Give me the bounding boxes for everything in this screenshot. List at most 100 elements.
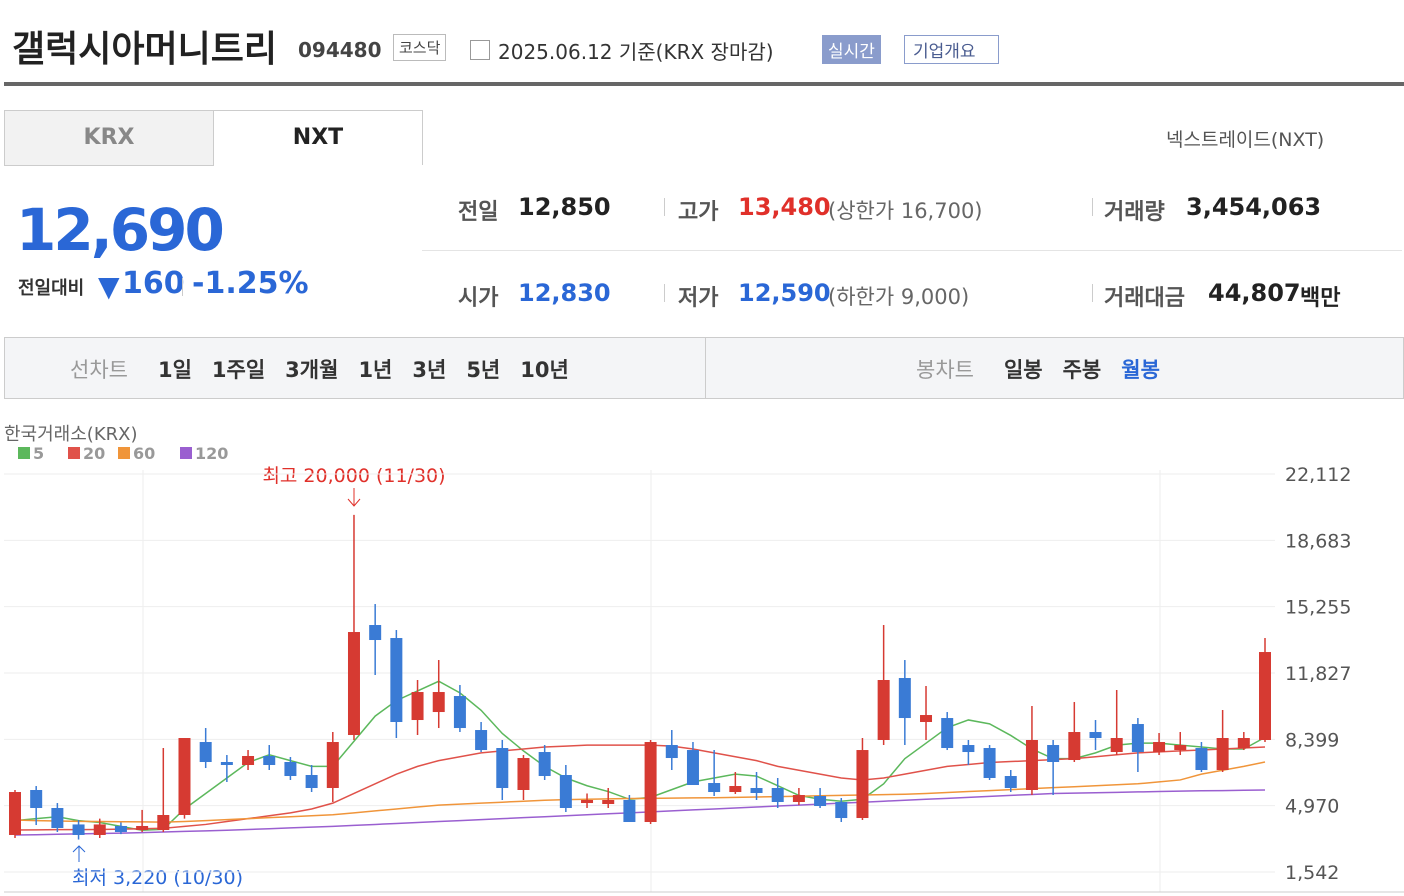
candle-body <box>136 825 149 831</box>
candle-body <box>51 807 64 829</box>
candle-body <box>771 788 784 802</box>
candle-body <box>835 801 848 819</box>
tab-krx[interactable]: KRX <box>4 110 214 166</box>
prev-label: 전일 <box>458 200 499 225</box>
title: 갤럭시아머니트리 <box>12 29 277 70</box>
change: 160 <box>122 266 185 301</box>
candle-option[interactable]: 주봉 <box>1062 358 1102 382</box>
period-option[interactable]: 1일 <box>157 358 192 382</box>
market: 코스닥 <box>393 34 447 61</box>
candle-body <box>517 758 530 791</box>
candle-body <box>242 756 255 766</box>
candle-body <box>1089 732 1102 739</box>
candle-body <box>30 790 43 808</box>
candle-body <box>475 730 488 751</box>
annotation-low: 최저 3,220 (10/30) <box>72 867 243 889</box>
ma-line <box>14 789 1266 836</box>
candle-body <box>1237 738 1250 749</box>
header-rule <box>4 82 1404 86</box>
candle-body <box>1047 745 1060 763</box>
company-button[interactable]: 기업개요 <box>904 35 999 64</box>
code: 094480 <box>298 38 382 62</box>
candle-body <box>559 775 572 808</box>
candle-body <box>814 795 827 807</box>
candle-body <box>623 800 636 823</box>
low-arrow <box>72 845 86 862</box>
candle-body <box>347 632 360 736</box>
candle-body <box>962 745 975 753</box>
down-arrow: ▼ <box>98 270 120 303</box>
date: 2025.06.12 기준(KRX 장마감) <box>498 40 774 64</box>
candle-body <box>1025 740 1038 791</box>
candle-body <box>1004 776 1017 789</box>
legend-swatch <box>18 447 30 459</box>
candle-body <box>898 678 911 719</box>
period-option[interactable]: 3년 <box>412 358 447 382</box>
period-option[interactable]: 3개월 <box>285 358 339 382</box>
source: 한국거래소(KRX) <box>4 424 138 445</box>
period-option[interactable]: 10년 <box>520 358 569 382</box>
candle-body <box>856 750 869 819</box>
y-tick-label: 22,112 <box>1285 464 1351 486</box>
high-label: 고가 <box>678 200 719 225</box>
period-option[interactable]: 5년 <box>466 358 501 382</box>
candle-body <box>686 750 699 786</box>
amount-label: 거래대금 <box>1104 286 1185 311</box>
change-label: 전일대비 <box>18 278 85 299</box>
candle-body <box>983 748 996 779</box>
upper-limit: (상한가 16,700) <box>828 199 983 223</box>
candle-body <box>390 638 403 723</box>
line-label: 선차트 <box>70 358 128 382</box>
y-tick-label: 4,970 <box>1285 796 1339 818</box>
chart: 한국거래소(KRX) 5 20 60 120 최고 20,000 (11/30) 최저… <box>4 424 1404 893</box>
low-label: 저가 <box>678 286 719 311</box>
line-periods: 선차트 1일 1주일 3개월 1년 3년 5년 10년 <box>60 354 589 384</box>
high: 13,480 <box>738 193 831 221</box>
high-arrow <box>347 488 361 507</box>
candle-body <box>1259 652 1271 741</box>
nxt-link[interactable]: 넥스트레이드(NXT) <box>1166 129 1325 151</box>
candle-body <box>284 762 297 777</box>
period-option[interactable]: 1년 <box>358 358 393 382</box>
candle-body <box>72 824 85 835</box>
open-label: 시가 <box>458 286 499 311</box>
lower-limit: (하한가 9,000) <box>828 285 970 309</box>
candle-body <box>644 742 657 823</box>
candle-body <box>1216 738 1229 771</box>
candle-body <box>538 752 551 777</box>
period-option[interactable]: 1주일 <box>211 358 266 382</box>
candle-option[interactable]: 일봉 <box>1003 358 1043 382</box>
calendar-icon <box>470 40 490 60</box>
candle-body <box>750 788 763 793</box>
open: 12,830 <box>518 279 611 307</box>
volume-label: 거래량 <box>1104 200 1165 225</box>
candle-body <box>1131 724 1144 753</box>
candle-body <box>9 792 21 835</box>
ma-line <box>14 761 1266 823</box>
candle-body <box>305 775 318 789</box>
change-rate: -1.25% <box>192 266 309 301</box>
realtime-button[interactable]: 실시간 <box>822 35 881 64</box>
candle-body <box>199 742 212 763</box>
candle-body <box>220 762 233 766</box>
legend-label: 120 <box>195 444 228 463</box>
period-bar <box>4 337 1404 399</box>
candle-body <box>1153 742 1166 753</box>
candle-label: 봉차트 <box>916 358 974 382</box>
candle-body <box>1068 732 1081 761</box>
candle-periods: 봉차트 일봉 주봉 월봉 <box>906 354 1180 384</box>
y-tick-label: 1,542 <box>1285 862 1339 884</box>
current-price: 12,690 <box>16 196 225 264</box>
candle-body <box>602 800 615 805</box>
candle-body <box>93 824 106 835</box>
legend-swatch <box>68 447 80 459</box>
prev: 12,850 <box>518 193 611 221</box>
candle-body <box>877 680 890 741</box>
candle-body <box>1174 745 1187 751</box>
tab-nxt[interactable]: NXT <box>213 110 423 165</box>
legend-label: 60 <box>133 444 155 463</box>
candle-body <box>708 783 721 793</box>
legend-swatch <box>118 447 130 459</box>
candle-option[interactable]: 월봉 <box>1121 358 1160 382</box>
